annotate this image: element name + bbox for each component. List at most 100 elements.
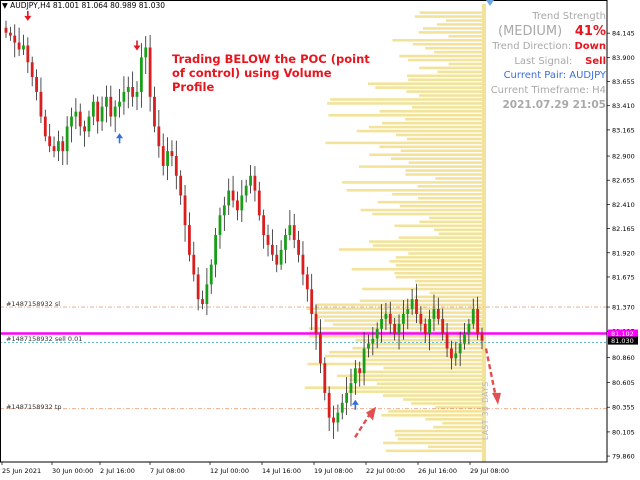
profile-bar <box>435 406 484 409</box>
profile-bar <box>352 346 484 350</box>
current-pair: Current Pair: AUDJPY <box>503 70 606 81</box>
profile-bar <box>418 31 484 34</box>
candle-bear <box>201 299 204 305</box>
profile-bar <box>355 339 484 342</box>
profile-bar <box>405 169 484 172</box>
candle-bear <box>35 77 38 92</box>
candle-bull <box>428 318 431 334</box>
tp-line-label[interactable]: #1487158932 tp <box>6 403 62 411</box>
profile-bar <box>406 137 484 141</box>
y-tick-label: 80.105 <box>612 428 635 436</box>
profile-bar <box>379 145 484 149</box>
candle-bull <box>380 318 383 329</box>
profile-bar <box>414 279 484 283</box>
profile-bar <box>400 149 484 153</box>
profile-bar <box>397 437 484 441</box>
last-signal-value: Sell <box>585 55 606 67</box>
y-tick-label: 82.655 <box>612 177 635 185</box>
x-tick-label: 29 Jul 08:00 <box>470 467 509 475</box>
profile-bar <box>381 414 484 417</box>
profile-bar <box>414 295 484 299</box>
profile-bar <box>358 165 484 168</box>
profile-bar <box>394 224 484 228</box>
candle-bear <box>480 333 484 341</box>
candle-bull <box>397 323 401 334</box>
candle-bull <box>454 353 458 359</box>
candle-bear <box>236 200 239 211</box>
candle-bull <box>135 91 139 97</box>
profile-bar <box>418 196 484 200</box>
candle-bull <box>288 225 292 235</box>
profile-bar <box>369 240 484 243</box>
x-tick-label: 30 Jun 00:00 <box>52 467 93 475</box>
profile-bar <box>411 106 484 109</box>
profile-bar <box>348 378 484 382</box>
candle-bear <box>301 254 305 275</box>
y-tick-label: 83.410 <box>612 102 635 110</box>
profile-bar <box>377 200 484 204</box>
profile-bar <box>390 157 484 161</box>
candle-bear <box>388 313 392 324</box>
profile-bar <box>427 445 484 449</box>
candle-bear <box>148 47 152 97</box>
candle-bull <box>65 126 69 152</box>
profile-bar <box>395 275 484 279</box>
profile-bar <box>327 102 484 105</box>
poc-price-tag: 81.102 <box>611 330 634 338</box>
dropdown-triangle-icon[interactable]: ▼ <box>2 1 8 10</box>
sell-line-label[interactable]: #1487158932 sell 0.01 <box>6 335 83 343</box>
profile-bar <box>422 27 484 30</box>
trend-strength-label: Trend Strength <box>532 11 606 22</box>
candle-bull <box>91 101 95 117</box>
candle-bull <box>118 101 121 107</box>
candle-bull <box>244 185 248 196</box>
candle-bull <box>371 338 375 344</box>
candle-bear <box>323 363 327 393</box>
candle-bull <box>113 106 117 117</box>
profile-bar <box>436 23 484 26</box>
profile-bar <box>368 125 484 129</box>
candle-bear <box>17 42 21 50</box>
profile-bar <box>418 94 484 97</box>
profile-bar <box>434 228 484 232</box>
y-tick-label: 81.675 <box>612 273 635 281</box>
profile-bar <box>369 153 484 157</box>
profile-bar <box>399 204 484 208</box>
candle-bear <box>393 323 397 334</box>
candle-bull <box>209 264 213 285</box>
candle-bull <box>249 175 252 186</box>
candle-bear <box>327 392 331 418</box>
profile-bar <box>330 98 484 101</box>
profile-bar <box>417 185 484 188</box>
profile-bar <box>438 232 484 236</box>
candle-bull <box>336 412 340 423</box>
candle-bear <box>52 146 56 152</box>
candle-bear <box>476 309 480 334</box>
sl-line-label[interactable]: #1487158932 sl <box>6 300 61 308</box>
y-tick-label: 81.370 <box>612 304 635 312</box>
candle-bear <box>419 313 423 324</box>
profile-bar <box>385 449 484 453</box>
trend-indicator-panel: Trend Strength (MEDIUM) 41% Trend Direct… <box>491 10 606 113</box>
candle-bull <box>367 343 370 349</box>
y-tick-label: 83.655 <box>612 78 635 86</box>
y-tick-label: 80.860 <box>612 354 635 362</box>
sell-arrow-head <box>24 15 32 21</box>
y-tick-label: 83.900 <box>612 54 635 62</box>
candle-bull <box>222 205 226 216</box>
profile-bar <box>362 358 484 362</box>
candle-bull <box>463 333 466 344</box>
profile-bar <box>355 370 484 374</box>
profile-bar <box>351 267 484 271</box>
profile-bar <box>395 256 484 259</box>
last-signal-row: Last Signal: Sell <box>491 55 606 70</box>
candle-bear <box>332 417 335 423</box>
profile-bar <box>395 263 484 267</box>
candle-bear <box>292 225 296 240</box>
profile-bar <box>445 19 484 22</box>
profile-bar <box>402 398 484 401</box>
candle-bull <box>57 141 60 152</box>
candle-bear <box>270 244 274 255</box>
